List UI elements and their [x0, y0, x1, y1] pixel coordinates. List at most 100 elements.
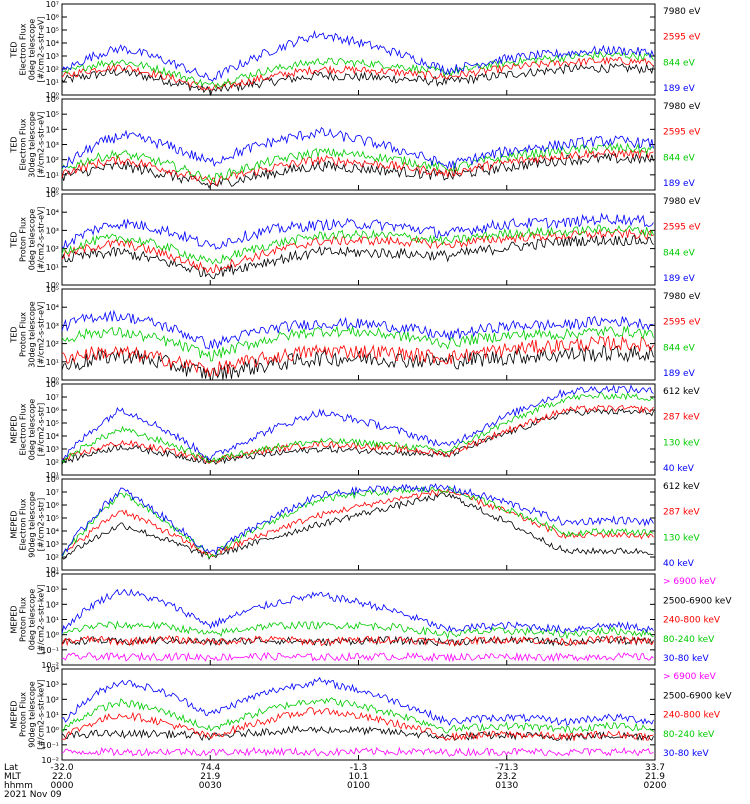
- x-tick-label: 0130: [495, 781, 518, 791]
- y-tick-label: 10⁴: [46, 432, 59, 441]
- series-line: [61, 588, 654, 634]
- y-tick-label: 10⁻¹: [41, 646, 59, 655]
- y-axis-label: Proton Flux: [19, 312, 28, 357]
- x-tick-label: 10.1: [348, 772, 368, 782]
- y-tick-label: 10³: [46, 321, 59, 330]
- y-tick-label: 10⁴: [46, 665, 59, 674]
- y-tick-label: 10⁸: [46, 380, 59, 389]
- y-tick-label: 10⁷: [46, 393, 59, 402]
- x-tick-label: -71.3: [495, 763, 518, 773]
- y-tick-label: 10⁻¹: [41, 741, 59, 750]
- y-axis-label: Electron Flux: [19, 23, 28, 75]
- legend-entry: 80-240 keV: [663, 635, 715, 645]
- y-axis-label: TED: [10, 326, 19, 343]
- legend-entry: 612 keV: [663, 482, 700, 492]
- y-tick-label: 10⁴: [46, 39, 59, 48]
- series-line: [61, 408, 654, 466]
- legend-entry: 612 keV: [663, 387, 700, 397]
- y-axis-label: Proton Flux: [19, 597, 28, 642]
- x-axis-row-label: MLT: [4, 772, 22, 782]
- legend-entry: 189 eV: [663, 179, 696, 189]
- y-tick-label: 10³: [46, 141, 59, 150]
- y-axis-label: Proton Flux: [19, 217, 28, 262]
- series-line: [61, 148, 654, 186]
- y-axis-label: TED: [10, 231, 19, 248]
- legend-entry: 240-800 keV: [663, 711, 721, 721]
- panel-frame: [61, 288, 656, 381]
- legend-entry: 844 eV: [663, 248, 696, 258]
- y-tick-label: 10²: [46, 245, 59, 254]
- panel-frame: [61, 668, 656, 761]
- y-axis-label: Proton Flux: [19, 692, 28, 737]
- y-tick-label: 10⁵: [46, 419, 59, 428]
- x-tick-label: 0000: [51, 781, 74, 791]
- y-tick-label: 10⁴: [46, 570, 59, 579]
- legend-entry: 844 eV: [663, 153, 696, 163]
- y-axis-label: [#/cm2-s-str-eV]: [37, 206, 46, 272]
- legend-entry: 844 eV: [663, 58, 696, 68]
- y-axis-label: MEPED: [10, 511, 19, 539]
- x-tick-label: 0100: [347, 781, 370, 791]
- y-tick-label: 10⁸: [46, 475, 59, 484]
- series-line: [61, 620, 654, 640]
- series-line: [61, 212, 654, 250]
- y-tick-label: 10³: [46, 585, 59, 594]
- y-axis-label: MEPED: [10, 606, 19, 634]
- x-tick-label: -32.0: [50, 763, 74, 773]
- y-axis-label: MEPED: [10, 701, 19, 729]
- y-tick-label: 10⁵: [46, 514, 59, 523]
- x-tick-label: 0030: [199, 781, 222, 791]
- y-axis-label: [#/cm2-s-str]: [37, 403, 46, 456]
- legend-entry: 287 keV: [663, 413, 700, 423]
- y-tick-label: 10⁶: [46, 501, 59, 510]
- series-line: [61, 492, 654, 560]
- y-tick-label: 10⁵: [46, 26, 59, 35]
- y-axis-label: [#/cm2-s-str-eV]: [37, 301, 46, 367]
- legend-entry: 844 eV: [663, 343, 696, 353]
- legend-entry: 2595 eV: [663, 223, 701, 233]
- y-tick-label: 10¹: [46, 78, 59, 87]
- y-axis-label: [#/cm2-s-str-keV]: [37, 679, 46, 750]
- y-axis-label: TED: [10, 136, 19, 153]
- y-tick-label: 10⁵: [46, 110, 59, 119]
- series-line: [61, 676, 654, 726]
- y-tick-label: 10¹: [46, 711, 59, 720]
- series-line: [61, 127, 654, 170]
- y-tick-label: 10¹: [46, 566, 59, 575]
- x-tick-label: -1.3: [350, 763, 368, 773]
- y-tick-label: 10³: [46, 680, 59, 689]
- y-tick-label: 10⁴: [46, 208, 59, 217]
- y-tick-label: 10²: [46, 458, 59, 467]
- panel-frame: [61, 3, 656, 96]
- y-tick-label: 10²: [46, 156, 59, 165]
- legend-entry: 40 keV: [663, 464, 695, 474]
- y-tick-label: 10⁴: [46, 527, 59, 536]
- panel-frame: [61, 573, 656, 666]
- y-tick-label: 10¹: [46, 616, 59, 625]
- y-tick-label: 10⁶: [46, 406, 59, 415]
- legend-entry: 240-800 keV: [663, 616, 721, 626]
- series-line: [61, 62, 654, 97]
- legend-entry: 2500-6900 keV: [663, 691, 732, 701]
- y-tick-label: 10⁵: [46, 190, 59, 199]
- legend-entry: 2595 eV: [663, 128, 701, 138]
- series-line: [61, 725, 654, 742]
- legend-entry: 287 keV: [663, 508, 700, 518]
- legend-entry: 189 eV: [663, 369, 696, 379]
- y-axis-label: 0deg telescope: [28, 209, 37, 270]
- y-tick-label: 10⁰: [46, 376, 59, 385]
- y-tick-label: 10⁻²: [41, 756, 59, 765]
- series-line: [61, 142, 654, 183]
- y-tick-label: 10³: [46, 540, 59, 549]
- y-tick-label: 10⁰: [46, 186, 59, 195]
- series-line: [61, 651, 654, 663]
- x-axis-row-label: Lat: [4, 763, 19, 773]
- x-tick-label: 0200: [644, 781, 667, 791]
- y-tick-label: 10⁷: [46, 0, 59, 9]
- y-tick-label: 10⁰: [46, 281, 59, 290]
- legend-entry: > 6900 keV: [663, 577, 717, 587]
- x-tick-label: 33.7: [645, 763, 665, 773]
- series-line: [61, 697, 654, 734]
- series-line: [61, 228, 654, 274]
